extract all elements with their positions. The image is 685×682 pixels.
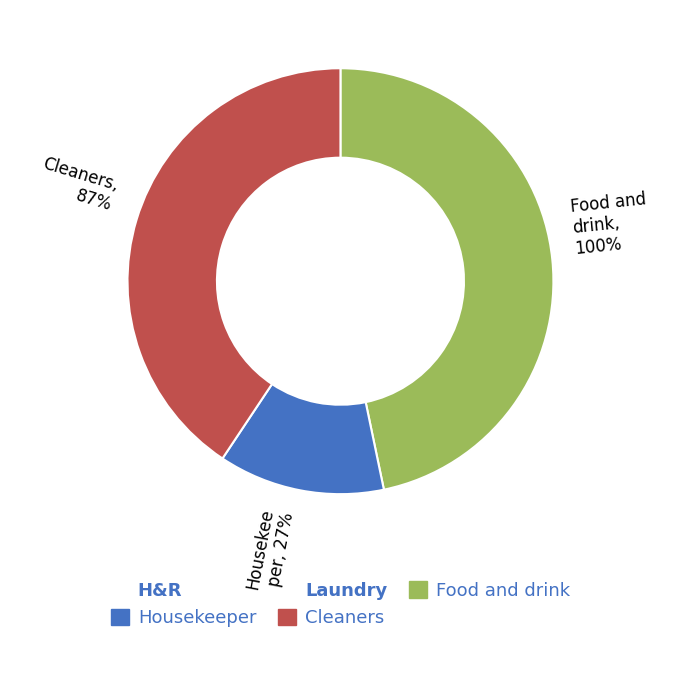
Text: Cleaners,
87%: Cleaners, 87% <box>34 155 121 215</box>
Wedge shape <box>127 68 340 458</box>
Wedge shape <box>223 384 384 494</box>
Text: Housekee
per, 27%: Housekee per, 27% <box>243 507 297 595</box>
Wedge shape <box>340 68 553 490</box>
Legend: H&R, Housekeeper, Laundry, Cleaners, Food and drink: H&R, Housekeeper, Laundry, Cleaners, Foo… <box>103 574 577 634</box>
Text: Food and
drink,
100%: Food and drink, 100% <box>569 190 651 258</box>
